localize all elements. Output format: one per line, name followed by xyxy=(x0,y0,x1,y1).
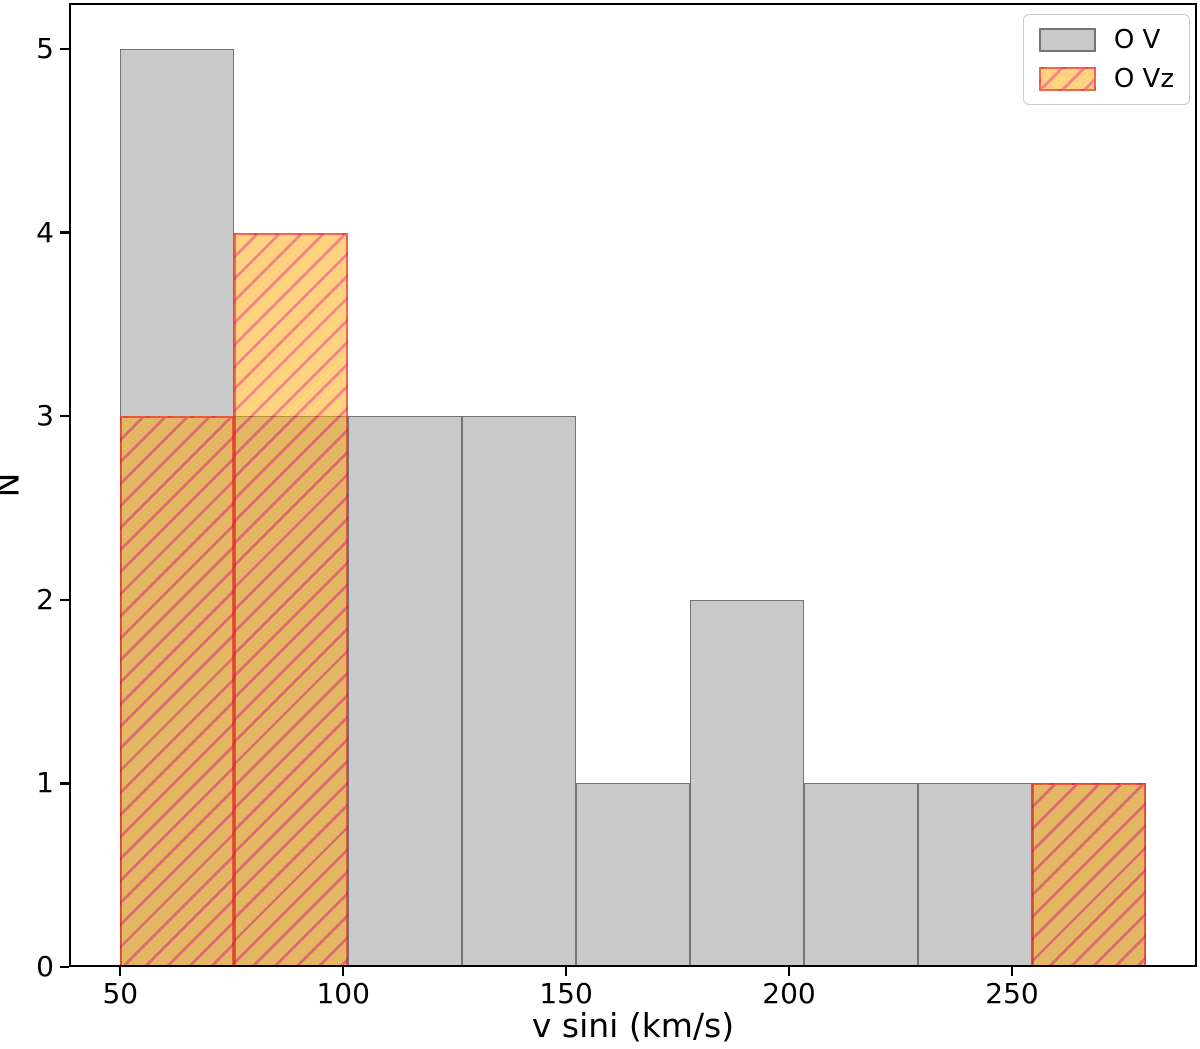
x-axis-label: v sini (km/s) xyxy=(531,1006,735,1045)
legend-swatch-gray-icon xyxy=(1038,28,1096,52)
x-tick-label-150: 150 xyxy=(539,977,593,1010)
y-tick-0 xyxy=(60,965,69,969)
x-tick-200 xyxy=(787,967,791,976)
bar-o-v-bin-6 xyxy=(803,783,918,967)
x-tick-150 xyxy=(564,967,568,976)
legend-entry-o-v: O V xyxy=(1038,25,1174,55)
y-tick-3 xyxy=(60,414,69,418)
x-tick-100 xyxy=(342,967,345,976)
bar-o-v-bin-2 xyxy=(348,416,463,967)
x-tick-label-200: 200 xyxy=(762,977,816,1010)
y-tick-label-0: 0 xyxy=(36,950,54,983)
bar-o-vz-bin-8 xyxy=(1031,783,1146,967)
plot-area: 50 100 150 200 250 0 1 2 3 4 5 v sini (km/s) N O V… xyxy=(0,3,1197,1042)
bar-o-v-bin-3 xyxy=(462,416,576,967)
y-tick-1 xyxy=(60,782,69,785)
legend-swatch-orange-hatched-icon xyxy=(1038,67,1096,91)
y-tick-2 xyxy=(60,598,69,601)
legend-entry-o-vz: O Vz xyxy=(1038,64,1174,94)
x-tick-label-250: 250 xyxy=(985,977,1039,1010)
bar-o-v-bin-7 xyxy=(917,783,1032,967)
y-tick-label-2: 2 xyxy=(36,582,54,616)
y-tick-label-3: 3 xyxy=(36,399,54,433)
bar-o-vz-bin-0 xyxy=(120,416,235,967)
y-tick-label-5: 5 xyxy=(36,31,54,65)
y-axis-label: N xyxy=(0,473,27,498)
x-tick-250 xyxy=(1010,967,1014,976)
bar-o-vz-bin-1 xyxy=(234,232,349,967)
bar-o-v-bin-4 xyxy=(576,783,690,967)
x-tick-label-100: 100 xyxy=(316,977,370,1010)
x-tick-50 xyxy=(119,967,122,976)
y-tick-label-4: 4 xyxy=(36,215,54,249)
y-tick-5 xyxy=(60,47,69,51)
legend-label-o-v: O V xyxy=(1113,25,1161,55)
y-tick-4 xyxy=(60,231,69,234)
legend-label-o-vz: O Vz xyxy=(1113,64,1174,94)
bar-o-v-bin-5 xyxy=(690,599,804,967)
x-tick-label-50: 50 xyxy=(102,977,139,1010)
legend: O V O Vz xyxy=(1022,14,1190,105)
y-tick-label-1: 1 xyxy=(36,766,54,800)
